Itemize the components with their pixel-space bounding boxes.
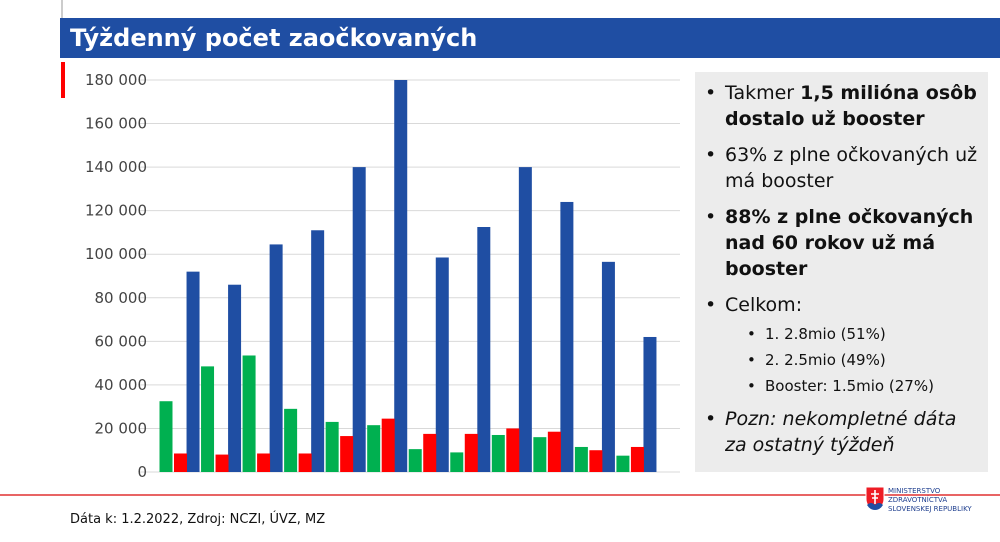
y-tick-label: 0 — [137, 463, 147, 481]
logo-text: ZDRAVOTNÍCTVA — [888, 495, 947, 504]
bar — [547, 431, 561, 472]
y-tick-label: 160 000 — [85, 115, 147, 133]
bar — [477, 227, 491, 472]
bullet-text: 63% z plne očkovaných už má booster — [725, 144, 978, 192]
bar — [284, 408, 298, 472]
bar — [506, 428, 520, 472]
sub-bullet: 1. 2.8mio (51%) — [725, 324, 980, 344]
bar — [394, 80, 408, 472]
bar — [450, 452, 464, 472]
bar — [408, 449, 422, 472]
bullet-text: Pozn: nekompletné dáta za ostatný týždeň — [725, 408, 957, 456]
bar — [589, 450, 603, 472]
bar — [518, 167, 532, 472]
sub-bullet: 2. 2.5mio (49%) — [725, 350, 980, 370]
bar — [630, 446, 644, 472]
bar — [159, 401, 173, 472]
bar — [381, 418, 395, 472]
bar — [215, 454, 229, 472]
bar — [186, 271, 200, 472]
y-tick-label: 60 000 — [95, 332, 148, 350]
y-tick-label: 140 000 — [85, 158, 147, 176]
bar — [491, 434, 505, 472]
bar — [435, 257, 449, 472]
y-tick-label: 20 000 — [95, 419, 148, 437]
bullet-item: Takmer 1,5 milióna osôb dostalo už boost… — [705, 80, 980, 132]
bar — [311, 230, 325, 472]
info-panel: Takmer 1,5 milióna osôb dostalo už boost… — [695, 72, 988, 472]
bar — [574, 446, 588, 472]
bullet-item: 88% z plne očkovaných nad 60 rokov už má… — [705, 204, 980, 282]
decor-accent — [61, 62, 65, 98]
bullet-text: Celkom: — [725, 294, 803, 316]
bar — [269, 244, 283, 472]
logo-text: SLOVENSKEJ REPUBLIKY — [888, 505, 972, 513]
bar — [298, 453, 312, 472]
bar — [643, 336, 657, 472]
source-note: Dáta k: 1.2.2022, Zdroj: NCZI, ÚVZ, MZ — [70, 512, 326, 527]
bar — [616, 455, 630, 472]
bar — [242, 355, 256, 472]
bullet-text: 1,5 milióna osôb dostalo už booster — [725, 82, 977, 130]
bar — [174, 453, 187, 472]
slide-title: Týždenný počet zaočkovaných — [60, 18, 1000, 58]
bar — [352, 167, 366, 472]
bar — [423, 433, 437, 472]
bullet-item: Celkom: 1. 2.8mio (51%) 2. 2.5mio (49%) Boo… — [705, 292, 980, 396]
sub-bullet: Booster: 1.5mio (27%) — [725, 376, 980, 396]
y-tick-label: 180 000 — [85, 71, 147, 89]
bullet-item: Pozn: nekompletné dáta za ostatný týždeň — [705, 406, 980, 458]
y-tick-label: 120 000 — [85, 202, 147, 220]
logo-emblem — [865, 486, 885, 511]
bullet-text: 88% z plne očkovaných nad 60 rokov už má… — [725, 206, 974, 280]
bar — [560, 201, 574, 472]
y-tick-label: 80 000 — [95, 289, 148, 307]
bar — [367, 425, 381, 472]
bar — [325, 421, 339, 472]
bar — [340, 436, 354, 472]
bar — [228, 284, 242, 472]
y-tick-label: 100 000 — [85, 245, 147, 263]
bar — [257, 453, 271, 472]
bar — [464, 433, 478, 472]
bar — [201, 366, 215, 472]
bullet-text: Takmer — [725, 82, 801, 104]
bullet-item: 63% z plne očkovaných už má booster — [705, 142, 980, 194]
logo-text: MINISTERSTVO — [888, 487, 941, 495]
bar — [533, 437, 547, 472]
y-tick-label: 40 000 — [95, 376, 148, 394]
bar — [601, 261, 615, 472]
